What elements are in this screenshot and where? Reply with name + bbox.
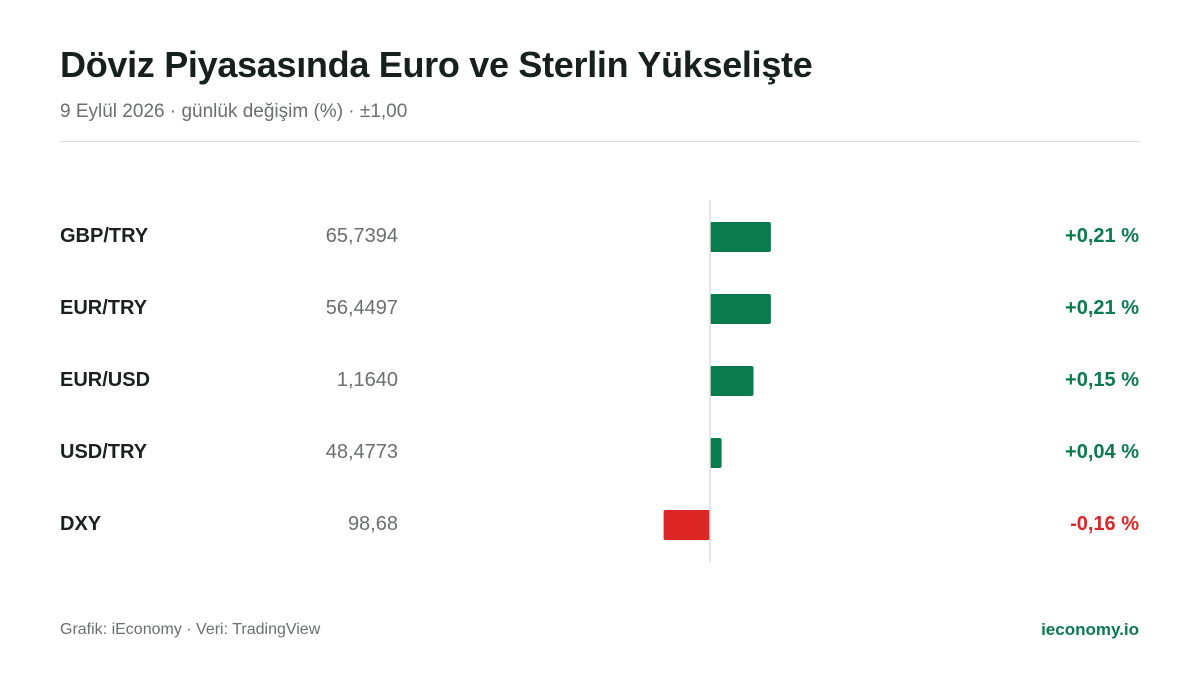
header-divider: [60, 141, 1140, 142]
footer-brand-link[interactable]: ieconomy.io: [1041, 620, 1139, 639]
row-label-gbp-try: GBP/TRY: [60, 225, 149, 247]
bar-eur-try: [710, 294, 771, 324]
row-label-dxy: DXY: [60, 513, 102, 535]
row-label-eur-try: EUR/TRY: [60, 297, 148, 319]
row-price-eur-try: 56,4497: [325, 297, 398, 319]
row-price-usd-try: 48,4773: [325, 441, 398, 463]
bar-gbp-try: [710, 222, 771, 252]
row-change-label-dxy: -0,16 %: [1070, 513, 1139, 535]
row-label-usd-try: USD/TRY: [60, 441, 148, 463]
row-price-eur-usd: 1,1640: [336, 369, 398, 391]
row-change-label-eur-try: +0,21 %: [1065, 297, 1139, 319]
row-label-eur-usd: EUR/USD: [60, 369, 151, 391]
bar-eur-usd: [710, 366, 754, 396]
chart-subtitle: 9 Eylül 2026 · günlük değişim (%) · ±1,0…: [60, 101, 408, 122]
chart-title: Döviz Piyasasında Euro ve Sterlin Yüksel…: [60, 44, 813, 85]
row-change-label-gbp-try: +0,21 %: [1065, 225, 1139, 247]
row-change-label-usd-try: +0,04 %: [1065, 441, 1139, 463]
row-price-gbp-try: 65,7394: [325, 225, 398, 247]
footer-credit: Grafik: iEconomy · Veri: TradingView: [60, 621, 321, 638]
row-change-label-eur-usd: +0,15 %: [1065, 369, 1139, 391]
bar-dxy: [663, 510, 710, 540]
row-price-dxy: 98,68: [347, 513, 398, 535]
bar-usd-try: [710, 438, 722, 468]
